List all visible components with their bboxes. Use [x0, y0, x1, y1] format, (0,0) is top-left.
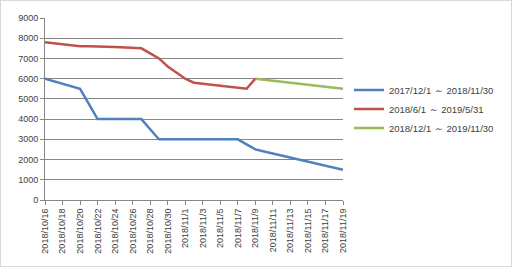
svg-text:2018/10/16: 2018/10/16: [40, 209, 50, 254]
svg-text:3000: 3000: [18, 134, 38, 144]
svg-text:2000: 2000: [18, 155, 38, 165]
svg-text:0: 0: [33, 195, 38, 205]
svg-text:2018/11/19: 2018/11/19: [338, 209, 348, 253]
svg-text:9000: 9000: [18, 13, 38, 23]
svg-text:2018/11/11: 2018/11/11: [268, 209, 278, 253]
svg-text:2018/11/15: 2018/11/15: [303, 209, 313, 253]
svg-text:2018/11/13: 2018/11/13: [285, 209, 295, 253]
svg-text:2018/10/24: 2018/10/24: [110, 209, 120, 254]
svg-text:2018/10/28: 2018/10/28: [145, 209, 155, 254]
svg-text:2018/11/7: 2018/11/7: [233, 209, 243, 248]
svg-text:2018/10/30: 2018/10/30: [163, 209, 173, 254]
svg-text:2018/12/1 ～ 2019/11/30: 2018/12/1 ～ 2019/11/30: [389, 123, 493, 134]
svg-text:2018/11/17: 2018/11/17: [320, 209, 330, 253]
svg-text:8000: 8000: [18, 33, 38, 43]
svg-text:2018/11/9: 2018/11/9: [250, 209, 260, 248]
svg-text:2018/11/3: 2018/11/3: [198, 209, 208, 248]
svg-text:2018/11/1: 2018/11/1: [180, 209, 190, 248]
svg-text:1000: 1000: [18, 175, 38, 185]
svg-text:2018/11/5: 2018/11/5: [215, 209, 225, 248]
svg-text:2018/10/18: 2018/10/18: [57, 209, 67, 254]
svg-text:2018/10/22: 2018/10/22: [93, 209, 103, 254]
svg-text:6000: 6000: [18, 74, 38, 84]
svg-text:2018/10/20: 2018/10/20: [75, 209, 85, 254]
svg-text:7000: 7000: [18, 54, 38, 64]
svg-text:2018/10/26: 2018/10/26: [128, 209, 138, 254]
svg-text:2018/6/1 ～ 2019/5/31: 2018/6/1 ～ 2019/5/31: [389, 104, 484, 115]
svg-text:2017/12/1 ～ 2018/11/30: 2017/12/1 ～ 2018/11/30: [389, 85, 493, 96]
svg-text:5000: 5000: [18, 94, 38, 104]
svg-text:4000: 4000: [18, 114, 38, 124]
